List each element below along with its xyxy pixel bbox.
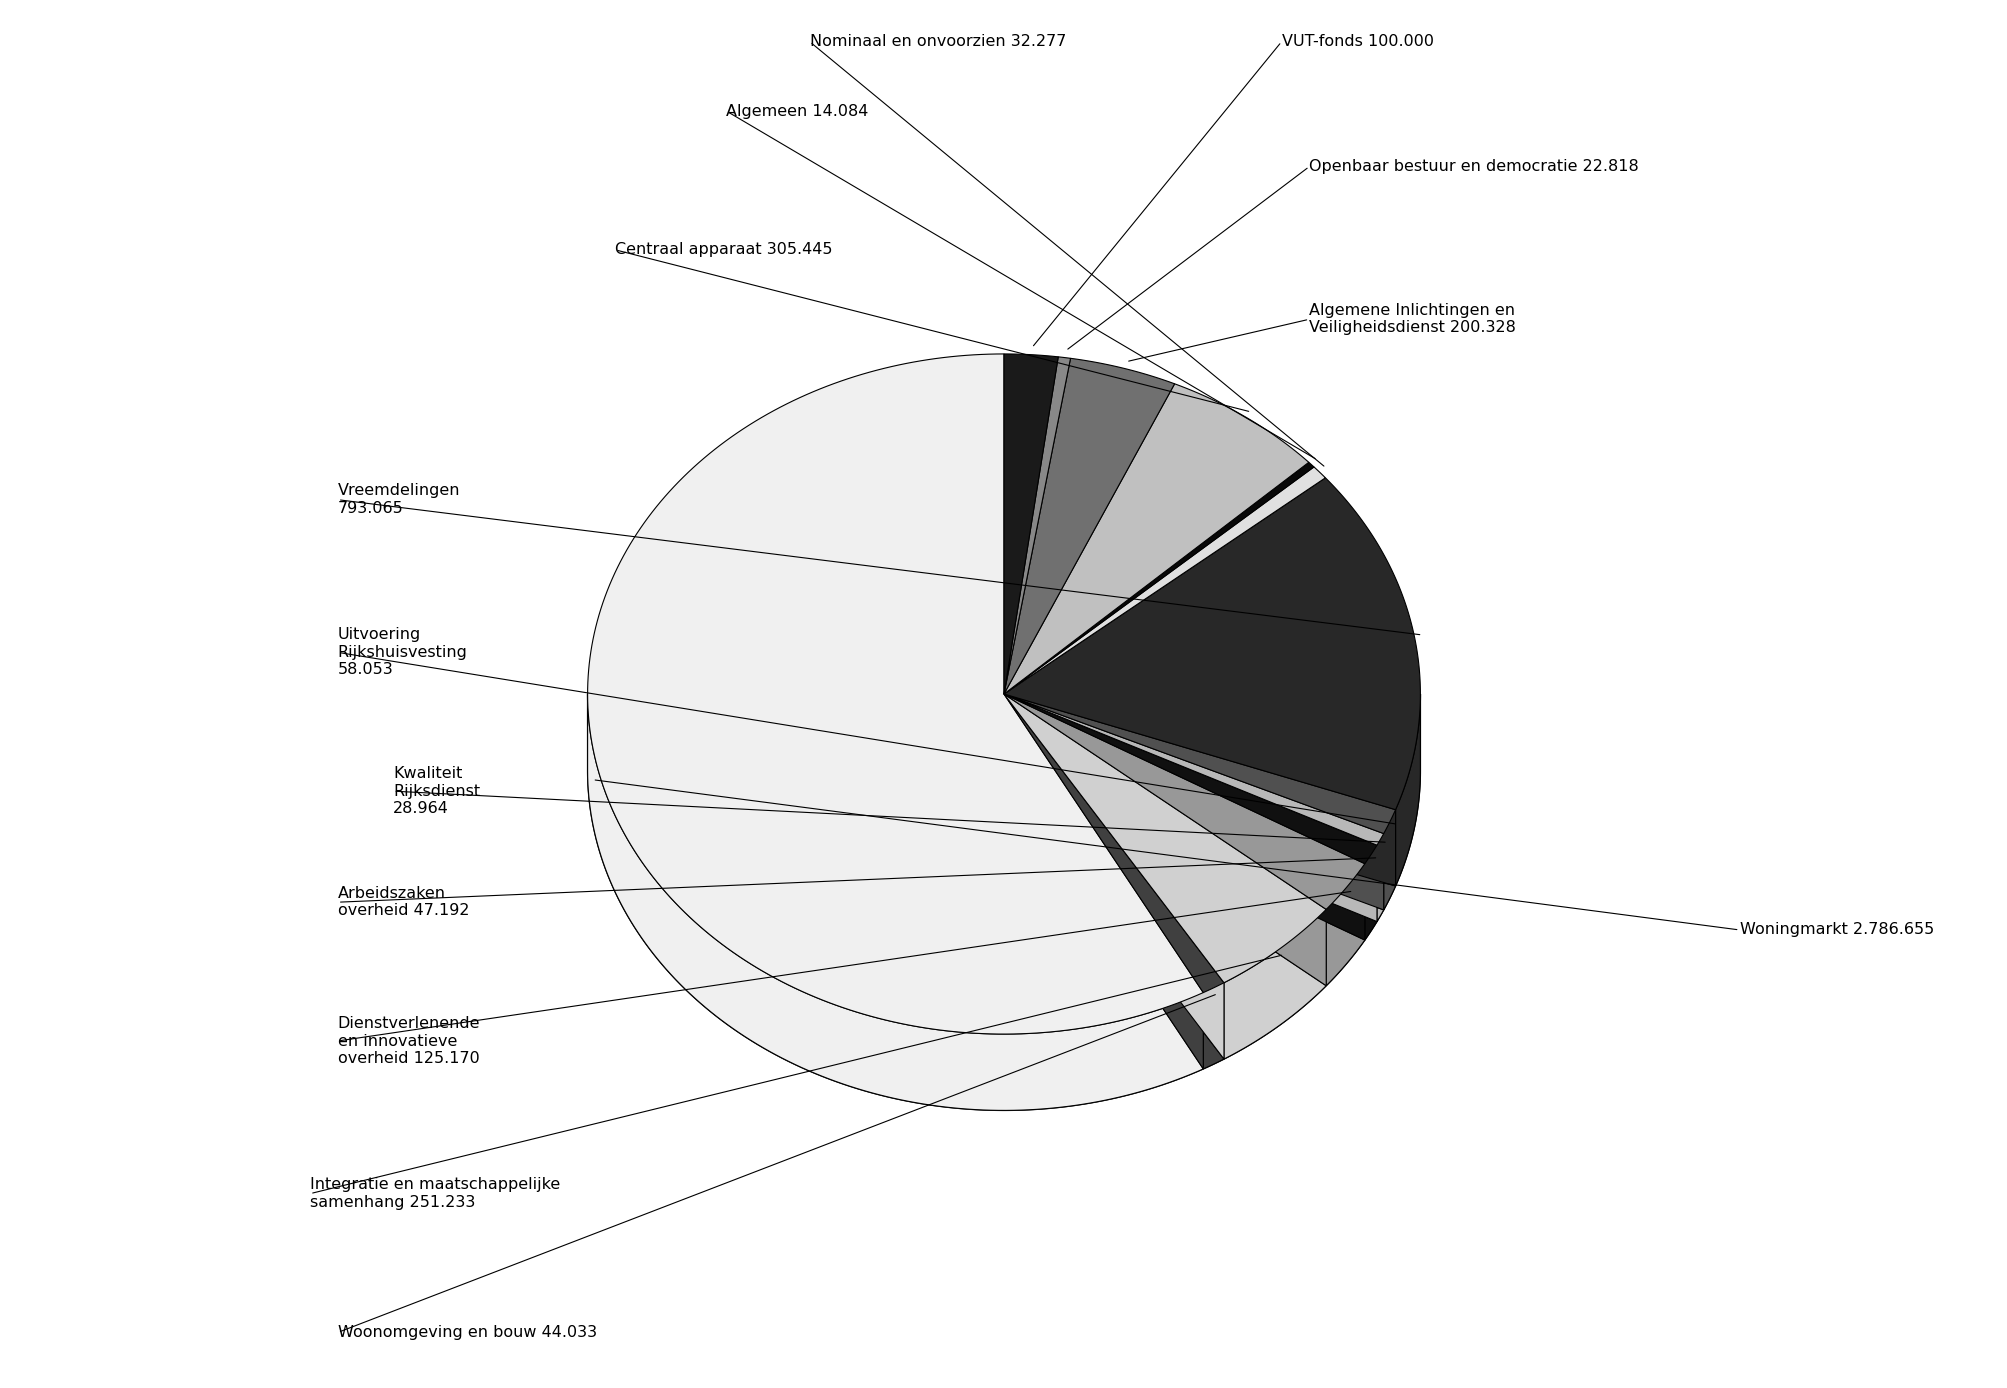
Polygon shape [1004, 694, 1383, 911]
Polygon shape [1004, 384, 1309, 694]
Polygon shape [1004, 694, 1325, 985]
Polygon shape [1004, 694, 1365, 909]
Polygon shape [1004, 694, 1202, 1069]
Polygon shape [1395, 695, 1419, 886]
Polygon shape [1004, 694, 1395, 886]
Polygon shape [1004, 694, 1383, 845]
Polygon shape [1004, 694, 1395, 834]
Polygon shape [1004, 354, 1058, 694]
Polygon shape [588, 354, 1202, 1034]
Polygon shape [1004, 358, 1174, 694]
Text: Uitvoering
Rijkshuisvesting
58.053: Uitvoering Rijkshuisvesting 58.053 [337, 627, 468, 677]
Polygon shape [1004, 694, 1383, 911]
Polygon shape [1004, 462, 1313, 694]
Text: Kwaliteit
Rijksdienst
28.964: Kwaliteit Rijksdienst 28.964 [393, 766, 480, 816]
Text: Integratie en maatschappelijke
samenhang 251.233: Integratie en maatschappelijke samenhang… [309, 1177, 560, 1210]
Text: Openbaar bestuur en democratie 22.818: Openbaar bestuur en democratie 22.818 [1309, 160, 1638, 174]
Text: Algemene Inlichtingen en
Veiligheidsdienst 200.328: Algemene Inlichtingen en Veiligheidsdien… [1309, 303, 1515, 336]
Polygon shape [1004, 694, 1202, 1069]
Polygon shape [1365, 845, 1377, 940]
Polygon shape [1004, 694, 1377, 863]
Polygon shape [1004, 694, 1377, 922]
Text: Woningmarkt 2.786.655: Woningmarkt 2.786.655 [1738, 923, 1933, 937]
Polygon shape [588, 695, 1202, 1110]
Polygon shape [1004, 694, 1325, 985]
Polygon shape [588, 694, 1419, 1110]
Text: Dienstverlenende
en innovatieve
overheid 125.170: Dienstverlenende en innovatieve overheid… [337, 1016, 480, 1066]
Polygon shape [1004, 694, 1224, 1059]
Polygon shape [1004, 357, 1070, 694]
Polygon shape [1224, 909, 1325, 1059]
Text: Arbeidszaken
overheid 47.192: Arbeidszaken overheid 47.192 [337, 886, 470, 919]
Polygon shape [1377, 834, 1383, 922]
Polygon shape [1004, 694, 1365, 940]
Polygon shape [1383, 809, 1395, 911]
Text: VUT-fonds 100.000: VUT-fonds 100.000 [1280, 35, 1433, 49]
Text: Woonomgeving en bouw 44.033: Woonomgeving en bouw 44.033 [337, 1326, 596, 1339]
Polygon shape [1004, 694, 1377, 922]
Text: Centraal apparaat 305.445: Centraal apparaat 305.445 [614, 243, 833, 257]
Polygon shape [1202, 983, 1224, 1069]
Polygon shape [1004, 694, 1325, 983]
Text: Nominaal en onvoorzien 32.277: Nominaal en onvoorzien 32.277 [809, 35, 1066, 49]
Polygon shape [1004, 477, 1419, 809]
Polygon shape [1325, 863, 1365, 985]
Polygon shape [1004, 466, 1325, 694]
Text: Algemeen 14.084: Algemeen 14.084 [727, 104, 869, 118]
Polygon shape [1004, 694, 1395, 886]
Text: Vreemdelingen
793.065: Vreemdelingen 793.065 [337, 483, 460, 516]
Polygon shape [1004, 694, 1224, 1059]
Polygon shape [1004, 694, 1365, 940]
Polygon shape [1004, 694, 1224, 992]
